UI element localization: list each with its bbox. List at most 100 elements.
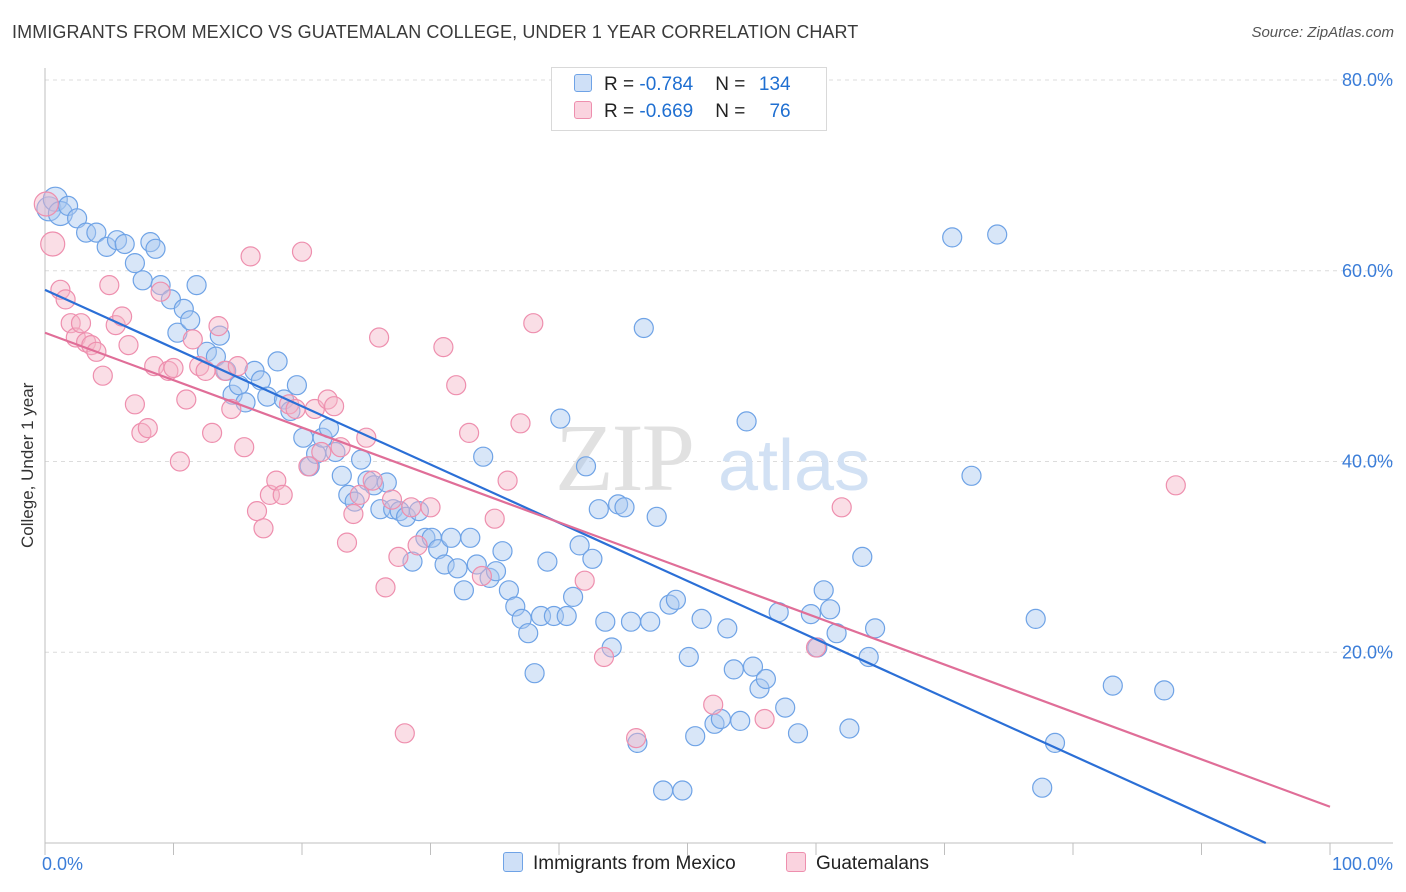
legend-swatch-mexico — [574, 74, 592, 92]
data-point — [550, 408, 571, 429]
data-point — [672, 780, 693, 801]
data-point — [556, 605, 577, 627]
watermark: ZIP atlas — [555, 404, 870, 511]
data-point — [446, 375, 467, 396]
data-point — [703, 694, 724, 715]
data-point — [819, 599, 841, 620]
legend-swatch-guatemalans — [574, 101, 592, 119]
series-mexico — [36, 186, 1175, 801]
stats-legend: R = -0.784 N = 134 R = -0.669 N = 76 — [551, 67, 827, 131]
data-point — [202, 422, 223, 443]
data-point — [33, 191, 59, 217]
data-point — [614, 497, 635, 518]
data-point — [459, 422, 480, 443]
data-point — [70, 313, 92, 334]
data-point — [839, 718, 860, 739]
data-point — [434, 554, 455, 575]
data-point — [388, 546, 409, 568]
data-point — [195, 360, 216, 381]
data-point — [562, 586, 584, 608]
data-point — [497, 470, 518, 491]
data-point — [240, 246, 261, 267]
data-point — [569, 535, 590, 556]
data-point — [407, 535, 428, 556]
data-point — [40, 231, 66, 257]
data-point — [742, 656, 764, 677]
data-point — [369, 327, 390, 348]
data-point — [574, 570, 595, 591]
bottom-legend-swatch-guatemalans — [786, 852, 806, 872]
data-point — [665, 589, 687, 610]
legend-r-value: -0.669 — [639, 101, 694, 122]
data-point — [723, 659, 744, 680]
bottom-legend-label-guatemalans: Guatemalans — [816, 853, 930, 874]
legend-r-label: R = — [604, 101, 640, 122]
data-point — [331, 465, 352, 486]
data-point — [111, 306, 133, 327]
data-point — [169, 451, 190, 472]
data-point — [227, 356, 248, 377]
y-tick-label: 80.0% — [1342, 70, 1393, 90]
trend-lines — [44, 288, 1331, 845]
data-point — [640, 611, 661, 632]
data-point — [582, 548, 603, 569]
data-point — [466, 554, 487, 575]
data-point — [633, 317, 654, 339]
data-point — [852, 546, 873, 568]
data-point — [99, 275, 120, 296]
data-point — [775, 697, 796, 718]
data-point — [66, 208, 88, 229]
data-point — [625, 727, 647, 749]
data-point — [234, 437, 255, 458]
y-tick-label: 40.0% — [1342, 452, 1393, 472]
data-point — [484, 508, 505, 529]
legend-n-label: N = — [715, 101, 751, 122]
data-point — [831, 497, 852, 518]
data-point — [987, 224, 1008, 245]
data-point — [208, 316, 229, 337]
data-point — [678, 646, 699, 668]
data-point — [343, 503, 364, 525]
legend-row-mexico: R = -0.784 N = 134 — [574, 74, 791, 100]
data-point — [375, 577, 396, 598]
data-point — [291, 241, 313, 262]
data-point — [588, 499, 609, 520]
data-point — [864, 618, 886, 639]
legend-r-label: R = — [604, 74, 640, 95]
bottom-legend-mexico: Immigrants from Mexico — [503, 852, 736, 875]
data-point — [137, 418, 158, 439]
data-point — [518, 623, 539, 644]
watermark-zip: ZIP — [555, 404, 693, 511]
data-point — [47, 200, 74, 227]
data-point — [961, 465, 982, 486]
trend-line-mexico — [44, 288, 1267, 845]
data-point — [473, 446, 494, 467]
data-point — [471, 565, 492, 587]
data-point — [92, 365, 113, 386]
data-point — [336, 532, 358, 553]
tick-labels: 20.0% 40.0% 60.0% 80.0% 0.0% 100.0% — [42, 70, 1393, 874]
bottom-legend-label-mexico: Immigrants from Mexico — [533, 853, 736, 874]
data-point — [415, 527, 436, 548]
legend-n-value: 134 — [758, 74, 791, 95]
data-point — [447, 558, 468, 579]
data-point — [396, 506, 417, 527]
data-point — [646, 506, 667, 527]
data-point — [460, 527, 481, 548]
data-point — [805, 637, 827, 658]
x-tick-label: 0.0% — [42, 854, 83, 874]
data-point — [124, 394, 145, 415]
legend-n-value: 76 — [769, 101, 791, 122]
data-point — [246, 501, 268, 522]
data-point — [736, 411, 757, 432]
data-point — [717, 618, 738, 639]
data-point — [813, 580, 834, 601]
data-point — [537, 551, 558, 572]
data-point — [324, 396, 345, 417]
data-point — [180, 310, 201, 331]
data-point — [145, 238, 166, 259]
data-point — [510, 413, 531, 434]
data-point — [118, 335, 139, 356]
data-point — [685, 726, 706, 747]
